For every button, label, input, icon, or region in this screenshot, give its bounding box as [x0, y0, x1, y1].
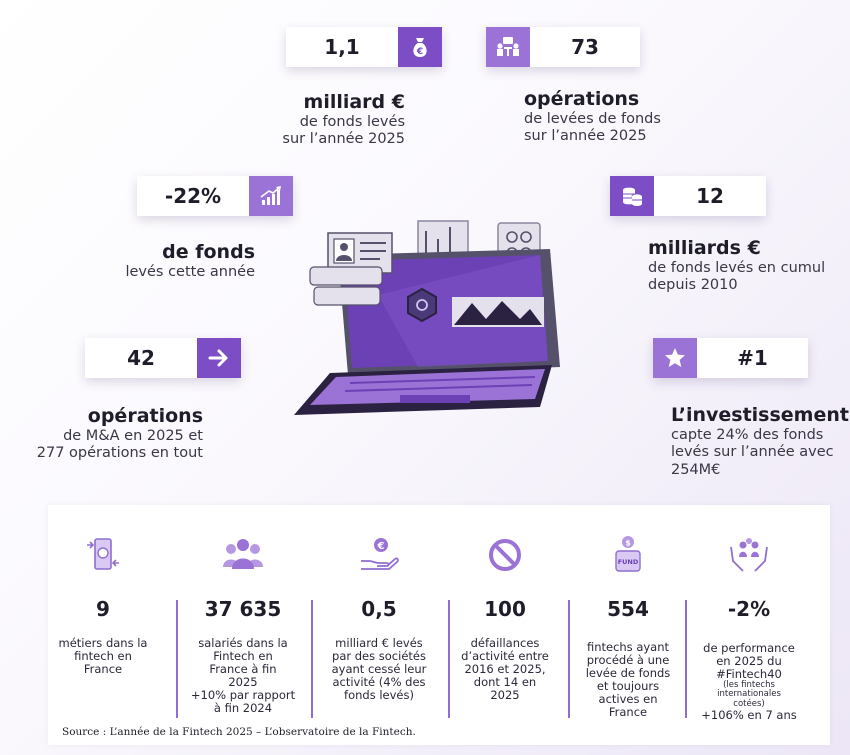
bottom-stat-fintech40: -2% de performance en 2025 du #Fintech40… — [688, 505, 810, 745]
svg-text:$: $ — [625, 539, 631, 548]
bottom-stat-employees: 37 635 salariés dans la Fintech en Franc… — [178, 505, 308, 745]
money-bag-icon: € — [398, 27, 442, 67]
arrow-right-icon — [197, 338, 241, 378]
bottom-stat-description: de performance en 2025 du #Fintech40 (le… — [701, 641, 797, 722]
stat-box-ranking: #1 — [653, 338, 808, 378]
bottom-stat-active-fintechs: $ FUND 554 fintechs ayant procédé à une … — [570, 505, 686, 745]
bottom-stat-failed-funds: € 0,5 milliard € levés par des sociétés … — [313, 505, 445, 745]
column-divider — [685, 600, 687, 718]
bottom-stat-value: -2% — [727, 597, 771, 621]
stat-box-cumulative-funds: 12 — [610, 176, 766, 216]
bottom-stat-description: milliard € levés par des sociétés ayant … — [331, 636, 427, 702]
bottom-stat-description: défaillances d’activité entre 2016 et 20… — [461, 636, 549, 702]
stat-value: 12 — [696, 184, 724, 208]
stat-value: -22% — [164, 184, 222, 208]
stat-value: 1,1 — [324, 35, 360, 59]
bottom-stat-description: fintechs ayant procédé à une levée de fo… — [585, 640, 671, 719]
prohibited-icon — [489, 539, 521, 571]
hands-people-icon — [730, 538, 768, 572]
column-divider — [176, 600, 178, 718]
fund-label: FUND — [618, 558, 639, 566]
bottom-stat-value: 100 — [484, 597, 526, 621]
bottom-stat-value: 9 — [96, 597, 110, 621]
bottom-stat-description: salariés dans la Fintech en France à fin… — [190, 636, 296, 715]
fund-jar-icon: $ FUND — [615, 536, 641, 572]
stat-value: #1 — [737, 346, 768, 370]
stat-box-funds-raised: 1,1 € — [286, 27, 442, 67]
column-divider — [448, 600, 450, 718]
hand-euro-icon: € — [361, 538, 399, 570]
stat-box-ma-operations: 42 — [85, 338, 241, 378]
coins-stack-icon — [610, 176, 654, 216]
mobile-payment-icon — [87, 538, 119, 570]
bottom-stat-jobs: 9 métiers dans la fintech en France — [48, 505, 158, 745]
meeting-icon — [486, 27, 530, 67]
stat-label-ranking: L’investissement capte 24% des fonds lev… — [671, 404, 849, 478]
bottom-stats-panel: 9 métiers dans la fintech en France 37 6… — [48, 505, 830, 745]
bottom-stat-failures: 100 défaillances d’activité entre 2016 e… — [450, 505, 560, 745]
growth-chart-icon — [249, 176, 293, 216]
stat-label-ma-operations: opérations de M&A en 2025 et 277 opérati… — [36, 405, 203, 462]
laptop-illustration — [294, 220, 560, 415]
column-divider — [568, 600, 570, 718]
stat-label-funds-change: de fonds levés cette année — [125, 241, 255, 280]
bottom-stat-value: 554 — [607, 597, 649, 621]
people-group-icon — [223, 539, 263, 569]
svg-text:€: € — [416, 47, 423, 57]
bottom-stat-value: 0,5 — [361, 597, 397, 621]
stat-box-operations: 73 — [486, 27, 640, 67]
stat-label-operations: opérations de levées de fonds sur l’anné… — [524, 88, 661, 145]
stat-value: 42 — [127, 346, 155, 370]
column-divider — [311, 600, 313, 718]
svg-text:€: € — [377, 541, 385, 552]
star-icon — [653, 338, 697, 378]
stat-box-funds-change: -22% — [137, 176, 293, 216]
stat-value: 73 — [571, 35, 599, 59]
source-note: Source : L’année de la Fintech 2025 – L’… — [62, 726, 416, 738]
stat-label-funds-raised: milliard € de fonds levés sur l’année 20… — [282, 91, 405, 148]
bottom-stat-value: 37 635 — [204, 597, 282, 621]
stat-label-cumulative-funds: milliards € de fonds levés en cumul depu… — [648, 237, 826, 294]
bottom-stat-description: métiers dans la fintech en France — [58, 636, 148, 676]
